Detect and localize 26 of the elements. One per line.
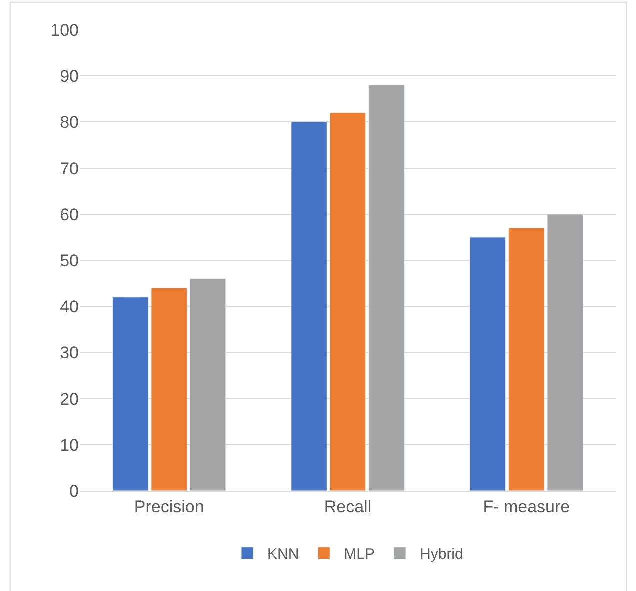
y-tick-label: 30 <box>60 344 79 363</box>
bar <box>112 297 149 491</box>
y-tick-label: 90 <box>60 67 79 86</box>
bar <box>368 85 405 491</box>
y-tick-label: 60 <box>60 205 79 224</box>
y-tick-label: 70 <box>60 159 79 178</box>
x-tick-label: Precision <box>134 497 204 516</box>
bar <box>291 122 328 491</box>
bar <box>330 112 366 491</box>
y-tick-label: 40 <box>60 298 79 317</box>
y-tick-label: 50 <box>60 251 79 270</box>
y-tick-label: 100 <box>50 20 79 40</box>
x-tick-label: Recall <box>324 497 372 516</box>
x-tick-label: F- measure <box>483 497 570 516</box>
legend-label: KNN <box>268 546 300 564</box>
y-tick-label: 10 <box>60 436 79 455</box>
bar <box>151 288 188 491</box>
y-tick-label: 0 <box>70 482 79 501</box>
bar <box>190 278 226 491</box>
bar <box>547 214 584 491</box>
bar <box>470 237 506 491</box>
y-tick-label: 80 <box>60 113 79 132</box>
bar <box>508 228 545 491</box>
legend-label: Hybrid <box>420 546 464 564</box>
y-tick-label: 20 <box>60 390 79 409</box>
legend-label: MLP <box>344 546 376 564</box>
